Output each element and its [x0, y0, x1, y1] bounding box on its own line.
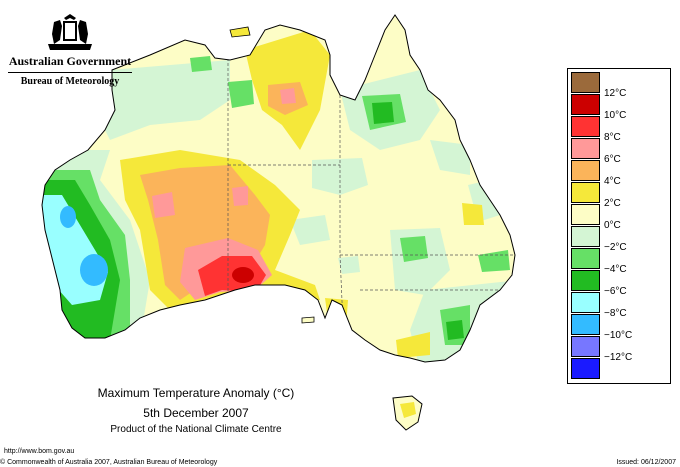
- legend-label: −8°C: [604, 308, 627, 319]
- government-name: Australian Government: [8, 54, 132, 68]
- legend-label: −4°C: [604, 264, 627, 275]
- legend-label: 4°C: [604, 176, 621, 187]
- legend-label: 6°C: [604, 154, 621, 165]
- legend-swatch: [571, 226, 600, 247]
- legend-swatch: [571, 292, 600, 313]
- issued-date: Issued: 06/12/2007: [616, 459, 676, 466]
- legend-label: 0°C: [604, 220, 621, 231]
- legend-label: 12°C: [604, 88, 627, 99]
- website-link[interactable]: http://www.bom.gov.au: [4, 448, 75, 455]
- legend-swatch: [571, 270, 600, 291]
- legend-swatch: [571, 72, 600, 93]
- legend-swatch: [571, 336, 600, 357]
- legend-swatch: [571, 94, 600, 115]
- legend-label: −2°C: [604, 242, 627, 253]
- legend-label: 2°C: [604, 198, 621, 209]
- legend-swatch: [571, 248, 600, 269]
- legend-label: −6°C: [604, 286, 627, 297]
- legend-swatch: [571, 138, 600, 159]
- map-title: Maximum Temperature Anomaly (°C): [97, 386, 295, 400]
- bureau-name: Bureau of Meteorology: [20, 76, 120, 87]
- government-logo: Australian Government Bureau of Meteorol…: [8, 10, 132, 87]
- map-date: 5th December 2007: [143, 406, 249, 420]
- legend-label: −12°C: [604, 352, 633, 363]
- legend-label: −10°C: [604, 330, 633, 341]
- legend-swatch: [571, 160, 600, 181]
- legend-label: 8°C: [604, 132, 621, 143]
- divider: [8, 72, 132, 73]
- coat-of-arms-icon: [48, 14, 92, 50]
- copyright-text: © Commonwealth of Australia 2007, Austra…: [0, 459, 218, 466]
- map-product: Product of the National Climate Centre: [110, 424, 282, 435]
- legend-swatch: [571, 204, 600, 225]
- legend-swatch: [571, 182, 600, 203]
- legend-label: 10°C: [604, 110, 627, 121]
- legend-swatch: [571, 358, 600, 379]
- legend-swatch: [571, 116, 600, 137]
- color-legend: 12°C 10°C 8°C 6°C 4°C 2°C 0°C −2°C −4°C −6°C −8°C −…: [567, 68, 671, 384]
- legend-swatch: [571, 314, 600, 335]
